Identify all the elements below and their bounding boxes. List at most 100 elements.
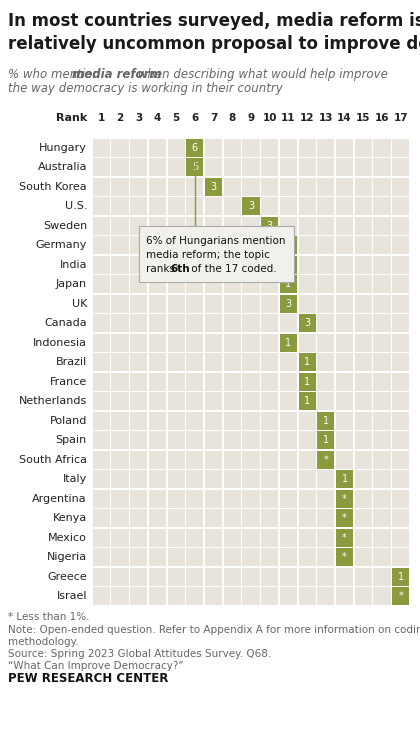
Bar [149, 158, 166, 176]
Bar [392, 490, 409, 507]
Text: 6% of Hungarians mention: 6% of Hungarians mention [146, 236, 285, 246]
Bar [317, 548, 334, 566]
Bar [373, 295, 391, 313]
Text: Spain: Spain [56, 435, 87, 446]
Text: 1: 1 [304, 397, 310, 406]
Bar [242, 372, 260, 391]
Bar [242, 354, 260, 371]
Text: 1: 1 [341, 474, 348, 484]
Bar [261, 216, 278, 234]
Bar [111, 509, 129, 527]
Bar [93, 178, 110, 196]
Bar [280, 334, 297, 352]
Bar [299, 256, 316, 274]
Text: 1: 1 [285, 259, 291, 270]
Bar [280, 529, 297, 547]
Bar [93, 198, 110, 215]
Bar [392, 392, 409, 410]
Bar [373, 529, 391, 547]
Bar [186, 236, 203, 254]
Bar [205, 158, 222, 176]
Text: Argentina: Argentina [32, 494, 87, 504]
Bar [261, 198, 278, 215]
Bar [392, 568, 409, 586]
Bar [130, 392, 147, 410]
Text: PEW RESEARCH CENTER: PEW RESEARCH CENTER [8, 672, 168, 685]
Bar [205, 470, 222, 489]
Bar [149, 256, 166, 274]
Bar [392, 451, 409, 469]
Text: 15: 15 [356, 113, 370, 123]
Bar [186, 509, 203, 527]
Bar [373, 198, 391, 215]
Bar [317, 275, 334, 293]
Bar [130, 236, 147, 254]
Bar [354, 275, 372, 293]
Bar [93, 354, 110, 371]
Bar [299, 314, 316, 333]
Bar [93, 548, 110, 566]
Bar [130, 295, 147, 313]
Bar [280, 548, 297, 566]
Text: 2: 2 [285, 241, 291, 250]
Bar [205, 529, 222, 547]
Bar [93, 568, 110, 586]
Bar [149, 295, 166, 313]
Text: 8: 8 [228, 113, 236, 123]
Bar [130, 198, 147, 215]
Bar [205, 431, 222, 449]
Bar [242, 178, 260, 196]
Bar [317, 216, 334, 234]
Bar [354, 178, 372, 196]
Bar [336, 470, 353, 489]
Text: 3: 3 [267, 221, 273, 231]
Bar [373, 451, 391, 469]
Bar [317, 451, 334, 469]
Bar [373, 354, 391, 371]
Bar [242, 158, 260, 176]
Bar [317, 139, 334, 157]
Text: 1: 1 [398, 572, 404, 582]
Text: South Africa: South Africa [19, 455, 87, 464]
Bar [242, 314, 260, 333]
Bar [354, 216, 372, 234]
Bar [149, 178, 166, 196]
Bar [280, 158, 297, 176]
Bar [111, 314, 129, 333]
Text: % who mention: % who mention [8, 68, 104, 81]
Bar [336, 314, 353, 333]
Bar [224, 431, 241, 449]
Bar [168, 275, 185, 293]
Bar [261, 256, 278, 274]
Bar [149, 451, 166, 469]
Bar [299, 490, 316, 507]
Bar [261, 587, 278, 605]
Bar [205, 354, 222, 371]
Text: Greece: Greece [47, 572, 87, 582]
Bar [111, 568, 129, 586]
Bar [130, 470, 147, 489]
Bar [168, 392, 185, 410]
Bar [111, 256, 129, 274]
Bar [130, 509, 147, 527]
Bar [280, 198, 297, 215]
Bar [168, 509, 185, 527]
Bar [186, 178, 203, 196]
Bar [299, 568, 316, 586]
Bar [111, 295, 129, 313]
Bar [205, 236, 222, 254]
Bar [93, 139, 110, 157]
Bar [130, 372, 147, 391]
Text: 16: 16 [375, 113, 389, 123]
Bar [224, 198, 241, 215]
Bar [373, 548, 391, 566]
Bar [317, 198, 334, 215]
Bar [317, 529, 334, 547]
Bar [299, 548, 316, 566]
Bar [93, 256, 110, 274]
Text: 3: 3 [135, 113, 142, 123]
Bar [336, 431, 353, 449]
Bar [317, 470, 334, 489]
Bar [149, 412, 166, 430]
Bar [280, 256, 297, 274]
